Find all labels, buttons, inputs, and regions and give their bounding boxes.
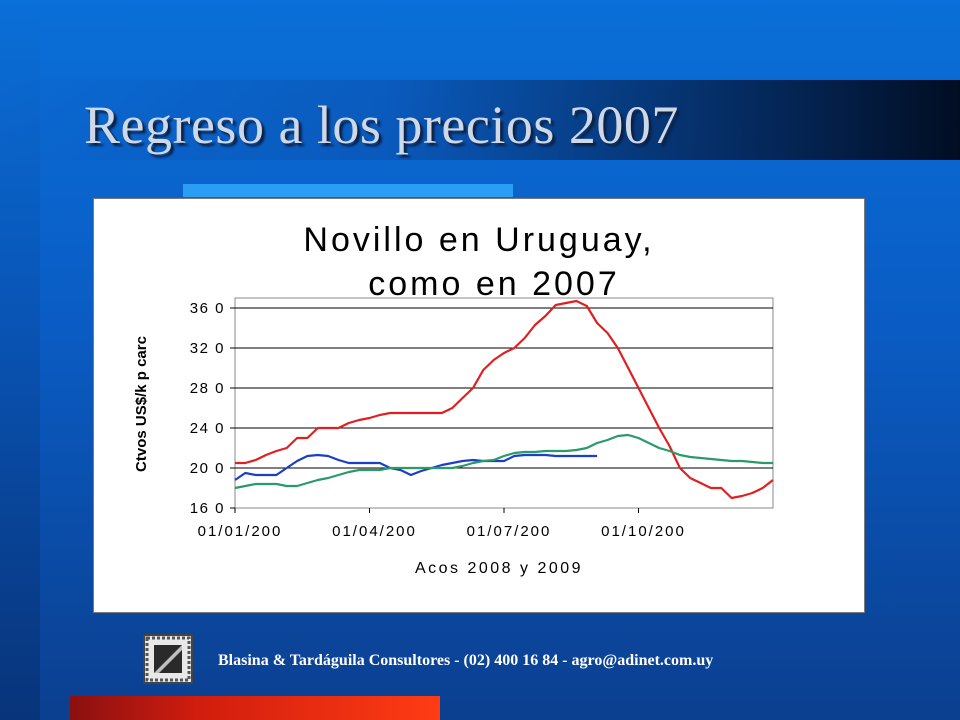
y-tick-label: 28 0 — [190, 380, 225, 397]
x-axis-label: Acos 2008 y 2009 — [415, 560, 583, 577]
bottom-accent-bar — [70, 696, 440, 720]
x-tick-label: 01/07/200 — [467, 523, 552, 540]
left-shade — [0, 0, 40, 720]
chart-title-line-2: como en 2007 — [368, 265, 620, 303]
chart-title-line-1: Novillo en Uruguay, — [303, 221, 654, 259]
y-axis-ticks: 16 0 20 0 24 0 28 0 32 0 36 0 — [190, 300, 235, 517]
footer-contact: Blasina & Tardáguila Consultores - (02) … — [218, 652, 714, 669]
x-tick-label: 01/01/200 — [198, 523, 283, 540]
film-frame-logo-icon — [143, 634, 193, 684]
x-axis-ticks: 01/01/200 01/04/200 01/07/200 01/10/200 — [198, 508, 686, 540]
x-tick-label: 01/04/200 — [332, 523, 417, 540]
x-tick-label: 01/10/200 — [601, 523, 686, 540]
y-axis-label: Ctvos US$/k p carc — [133, 336, 150, 472]
series-line-2 — [234, 453, 598, 481]
y-tick-label: 32 0 — [190, 340, 225, 357]
accent-line — [183, 184, 513, 197]
series-line-1 — [235, 299, 774, 500]
chart-panel: Novillo en Uruguay, como en 2007 16 0 20 … — [93, 198, 865, 613]
title-band — [0, 80, 960, 160]
slide-title: Regreso a los precios 2007 — [84, 95, 679, 155]
plot-area — [234, 297, 774, 509]
y-tick-label: 36 0 — [190, 300, 225, 317]
y-tick-label: 16 0 — [190, 500, 225, 517]
chart-svg: Novillo en Uruguay, como en 2007 16 0 20 … — [133, 221, 774, 577]
y-tick-label: 24 0 — [190, 420, 225, 437]
series-line-3 — [234, 433, 773, 490]
y-tick-label: 20 0 — [190, 460, 225, 477]
series-lines — [234, 299, 774, 500]
